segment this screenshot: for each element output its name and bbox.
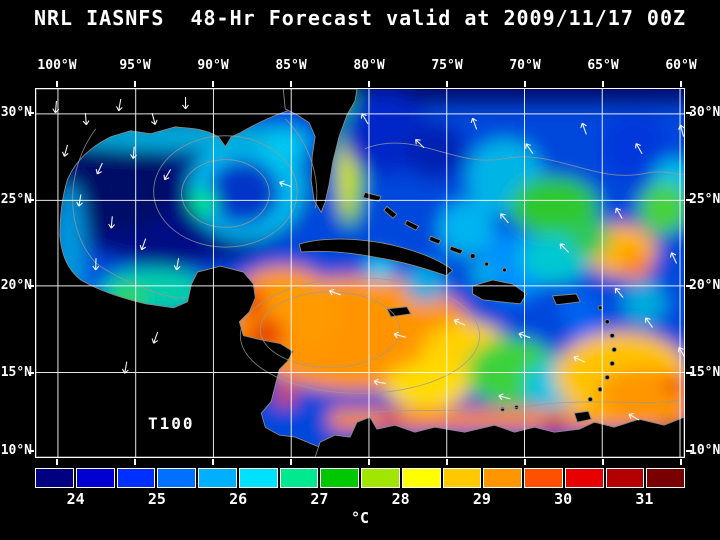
axis-tick — [290, 81, 292, 87]
lat-tick-label-left: 30°N — [0, 105, 32, 120]
lon-tick-label: 80°W — [353, 58, 385, 73]
lat-tick-label-right: 15°N — [689, 365, 720, 380]
lat-tick-label-left: 10°N — [0, 443, 32, 458]
axis-tick — [28, 112, 34, 114]
axis-tick — [680, 81, 682, 87]
axis-tick — [686, 199, 692, 201]
axis-tick — [134, 81, 136, 87]
axis-tick — [446, 459, 448, 465]
colorbar-segment — [157, 468, 196, 488]
colorbar-segment — [361, 468, 400, 488]
colorbar-tick-label: 26 — [229, 490, 248, 508]
colorbar-unit-label: °C — [350, 509, 370, 527]
colorbar-segment — [279, 468, 319, 488]
lat-tick-label-left: 15°N — [0, 365, 32, 380]
axis-tick — [602, 459, 604, 465]
colorbar-tick-labels: 24 25 26 27 28 29 30 31 — [35, 490, 685, 508]
colorbar-segment — [35, 468, 74, 488]
axis-tick — [28, 450, 34, 452]
axis-tick — [56, 459, 58, 465]
colorbar-tick-label: 27 — [310, 490, 329, 508]
lat-tick-label-right: 30°N — [689, 105, 720, 120]
colorbar-segment — [442, 468, 482, 488]
lat-tick-label-right: 20°N — [689, 278, 720, 293]
axis-tick — [524, 459, 526, 465]
colorbar-segment — [75, 468, 115, 488]
lon-tick-label: 60°W — [665, 58, 697, 73]
colorbar-segment — [564, 468, 604, 488]
colorbar-segment — [116, 468, 156, 488]
map-plot-area: T100 — [35, 88, 685, 458]
colorbar-tick-label: 29 — [472, 490, 491, 508]
colorbar-segment — [646, 468, 685, 488]
colorbar-segment — [238, 468, 278, 488]
axis-tick — [28, 372, 34, 374]
north-central-america-land — [36, 89, 338, 457]
axis-tick — [56, 81, 58, 87]
field-annotation: T100 — [148, 414, 195, 433]
axis-tick — [290, 459, 292, 465]
axis-tick — [446, 81, 448, 87]
lesser-antilles-islands — [500, 305, 617, 423]
lat-tick-label-right: 10°N — [689, 443, 720, 458]
colorbar-tick-label: 31 — [635, 490, 654, 508]
colorbar-tick-label: 28 — [391, 490, 410, 508]
colorbar-segment — [524, 468, 563, 488]
lon-tick-label: 85°W — [275, 58, 307, 73]
axis-tick — [368, 81, 370, 87]
grid-lines — [36, 89, 684, 457]
axis-tick — [686, 112, 692, 114]
bahamas-islands — [362, 191, 507, 273]
axis-tick — [680, 459, 682, 465]
axis-tick — [686, 372, 692, 374]
jamaica-island — [386, 306, 412, 318]
colorbar-segment — [198, 468, 237, 488]
puerto-rico-island — [551, 293, 582, 306]
axis-tick — [134, 459, 136, 465]
axis-tick — [524, 81, 526, 87]
lon-tick-label: 70°W — [509, 58, 541, 73]
lon-tick-label: 100°W — [37, 58, 77, 73]
temperature-map — [36, 89, 684, 457]
colorbar-segment — [320, 468, 359, 488]
colorbar-segment — [483, 468, 522, 488]
lon-tick-label: 75°W — [431, 58, 463, 73]
lon-tick-label: 90°W — [197, 58, 229, 73]
temperature-field — [36, 89, 684, 457]
axis-tick — [212, 459, 214, 465]
axis-tick — [686, 285, 692, 287]
lon-tick-label: 65°W — [587, 58, 619, 73]
colorbar-tick-label: 24 — [66, 490, 85, 508]
colorbar-tick-label: 25 — [147, 490, 166, 508]
axis-tick — [28, 285, 34, 287]
axis-tick — [28, 199, 34, 201]
figure-title: NRL IASNFS 48-Hr Forecast valid at 2009/… — [33, 6, 687, 30]
colorbar-segment — [401, 468, 441, 488]
florida-land — [282, 89, 358, 214]
lon-tick-label: 95°W — [119, 58, 151, 73]
lat-tick-label-right: 25°N — [689, 192, 720, 207]
axis-tick — [368, 459, 370, 465]
south-america-land — [314, 416, 684, 457]
axis-tick — [212, 81, 214, 87]
colorbar-segment — [605, 468, 645, 488]
warm-eddy-core — [190, 189, 217, 216]
axis-tick — [602, 81, 604, 87]
lat-tick-label-left: 25°N — [0, 192, 32, 207]
colorbar — [35, 468, 685, 488]
axis-tick — [686, 450, 692, 452]
contour-lines — [72, 118, 684, 418]
colorbar-tick-label: 30 — [554, 490, 573, 508]
lat-tick-label-left: 20°N — [0, 278, 32, 293]
